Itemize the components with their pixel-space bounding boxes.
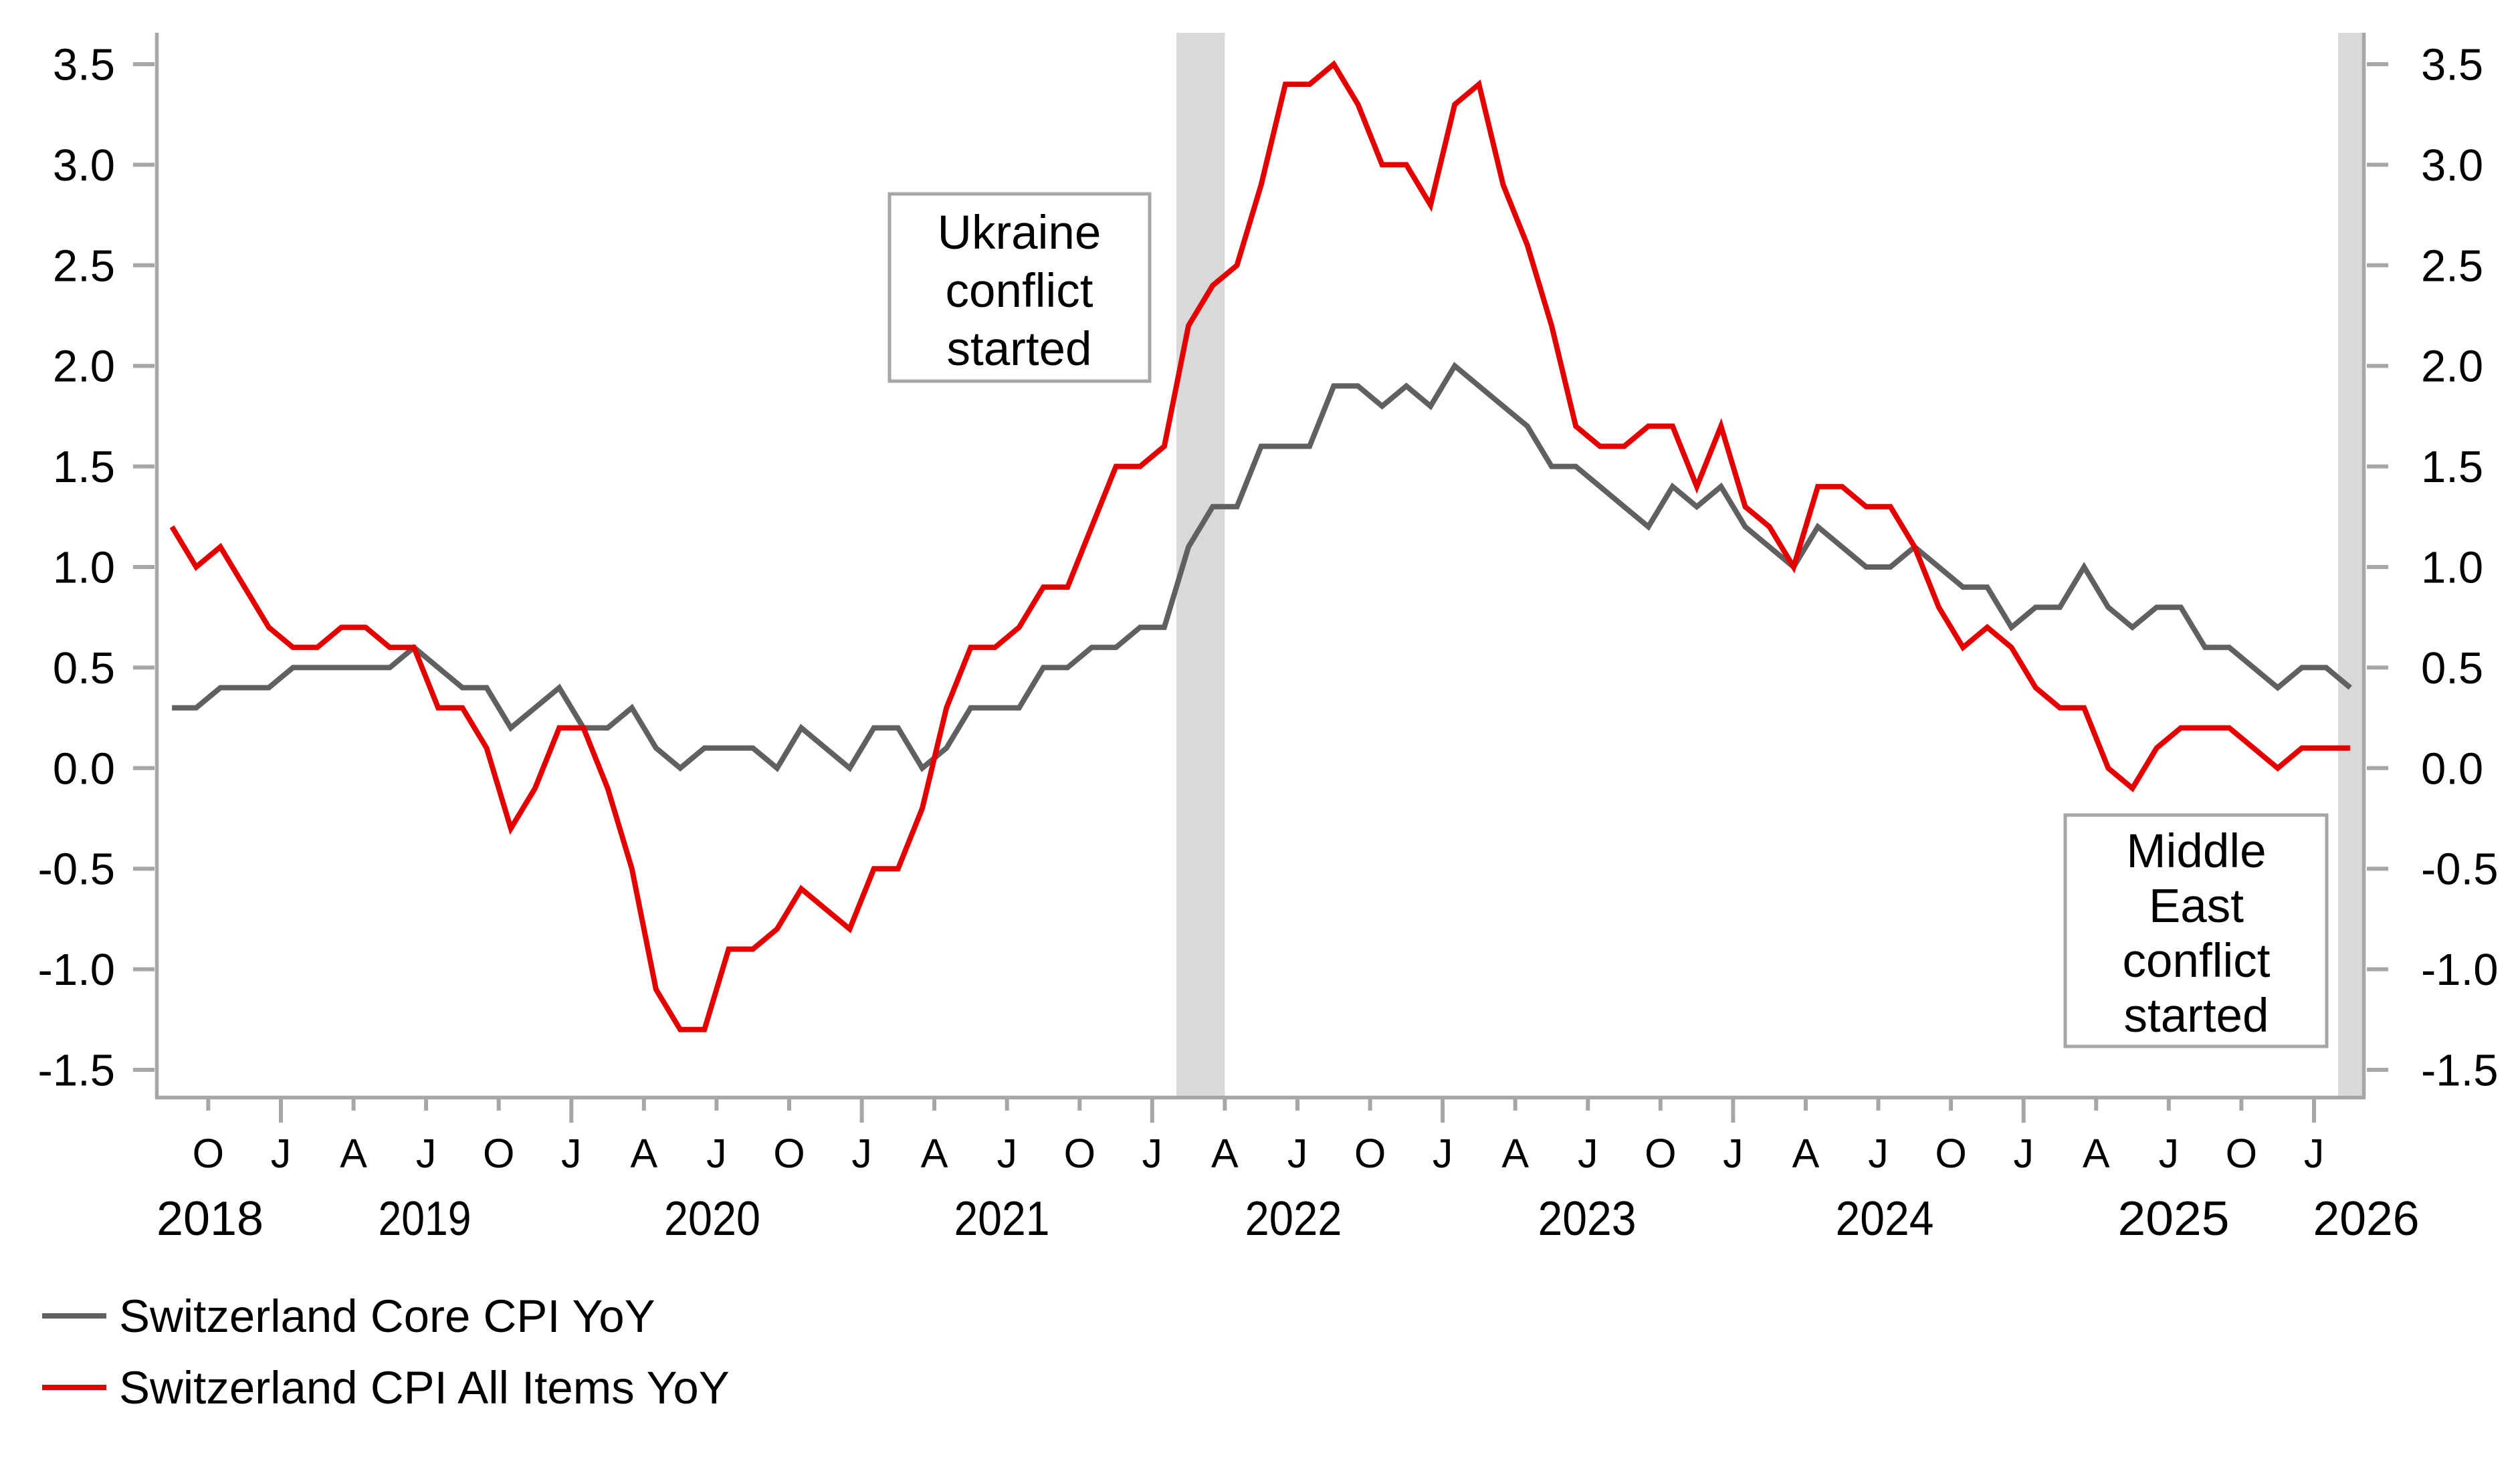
svg-text:2.0: 2.0	[53, 342, 115, 392]
svg-text:2021: 2021	[954, 1192, 1050, 1246]
svg-text:3.0: 3.0	[53, 140, 115, 191]
svg-text:A: A	[1211, 1131, 1239, 1176]
svg-text:A: A	[340, 1131, 367, 1176]
svg-text:0.5: 0.5	[2421, 643, 2483, 693]
svg-text:J: J	[2159, 1131, 2180, 1176]
svg-text:J: J	[851, 1131, 872, 1176]
svg-text:A: A	[1501, 1131, 1529, 1176]
svg-text:2018: 2018	[156, 1192, 264, 1246]
svg-text:-1.0: -1.0	[2421, 945, 2498, 995]
svg-text:A: A	[1792, 1131, 1820, 1176]
svg-text:J: J	[1723, 1131, 1744, 1176]
svg-text:2022: 2022	[1245, 1192, 1342, 1246]
svg-text:0.5: 0.5	[53, 643, 115, 693]
svg-text:J: J	[996, 1131, 1017, 1176]
svg-text:-0.5: -0.5	[2421, 844, 2498, 895]
svg-text:J: J	[706, 1131, 727, 1176]
svg-text:started: started	[946, 323, 1091, 376]
svg-text:O: O	[1064, 1131, 1095, 1176]
svg-text:-1.0: -1.0	[38, 945, 115, 995]
svg-text:-1.5: -1.5	[38, 1046, 115, 1096]
svg-text:conflict: conflict	[2123, 935, 2271, 988]
svg-text:2026: 2026	[2313, 1192, 2420, 1246]
svg-text:J: J	[271, 1131, 292, 1176]
svg-text:1.5: 1.5	[2421, 442, 2483, 492]
svg-text:J: J	[2013, 1131, 2034, 1176]
svg-text:0.0: 0.0	[2421, 744, 2483, 794]
svg-text:J: J	[1578, 1131, 1598, 1176]
svg-text:Switzerland CPI All Items YoY: Switzerland CPI All Items YoY	[119, 1362, 730, 1413]
svg-text:O: O	[193, 1131, 224, 1176]
svg-text:J: J	[1287, 1131, 1308, 1176]
svg-text:O: O	[2226, 1131, 2257, 1176]
svg-text:J: J	[1868, 1131, 1889, 1176]
svg-text:2.5: 2.5	[53, 241, 115, 291]
svg-text:2020: 2020	[664, 1192, 760, 1246]
svg-text:started: started	[2123, 990, 2269, 1042]
svg-text:-0.5: -0.5	[38, 844, 115, 895]
svg-text:Switzerland Core CPI YoY: Switzerland Core CPI YoY	[119, 1290, 655, 1342]
svg-text:1.5: 1.5	[53, 442, 115, 492]
svg-text:A: A	[921, 1131, 948, 1176]
svg-text:J: J	[2304, 1131, 2325, 1176]
svg-text:3.0: 3.0	[2421, 140, 2483, 191]
svg-text:2019: 2019	[379, 1192, 471, 1246]
svg-text:O: O	[1935, 1131, 1966, 1176]
svg-text:A: A	[2083, 1131, 2110, 1176]
svg-text:2025: 2025	[2118, 1192, 2230, 1246]
svg-text:J: J	[1433, 1131, 1453, 1176]
svg-text:East: East	[2149, 880, 2244, 933]
svg-text:Ukraine: Ukraine	[938, 207, 1101, 259]
svg-text:J: J	[561, 1131, 582, 1176]
svg-text:2.0: 2.0	[2421, 342, 2483, 392]
svg-text:2.5: 2.5	[2421, 241, 2483, 291]
svg-text:2024: 2024	[1836, 1192, 1934, 1246]
svg-text:A: A	[630, 1131, 657, 1176]
svg-text:3.5: 3.5	[2421, 40, 2483, 90]
svg-text:O: O	[1354, 1131, 1386, 1176]
svg-text:1.0: 1.0	[53, 543, 115, 593]
svg-text:O: O	[1645, 1131, 1676, 1176]
svg-text:O: O	[773, 1131, 805, 1176]
svg-text:conflict: conflict	[946, 265, 1093, 318]
svg-text:2023: 2023	[1538, 1192, 1637, 1246]
svg-text:0.0: 0.0	[53, 744, 115, 794]
svg-text:1.0: 1.0	[2421, 543, 2483, 593]
svg-text:J: J	[1142, 1131, 1163, 1176]
svg-text:O: O	[483, 1131, 514, 1176]
svg-text:J: J	[416, 1131, 437, 1176]
svg-text:3.5: 3.5	[53, 40, 115, 90]
svg-text:-1.5: -1.5	[2421, 1046, 2498, 1096]
svg-text:Middle: Middle	[2126, 825, 2266, 878]
